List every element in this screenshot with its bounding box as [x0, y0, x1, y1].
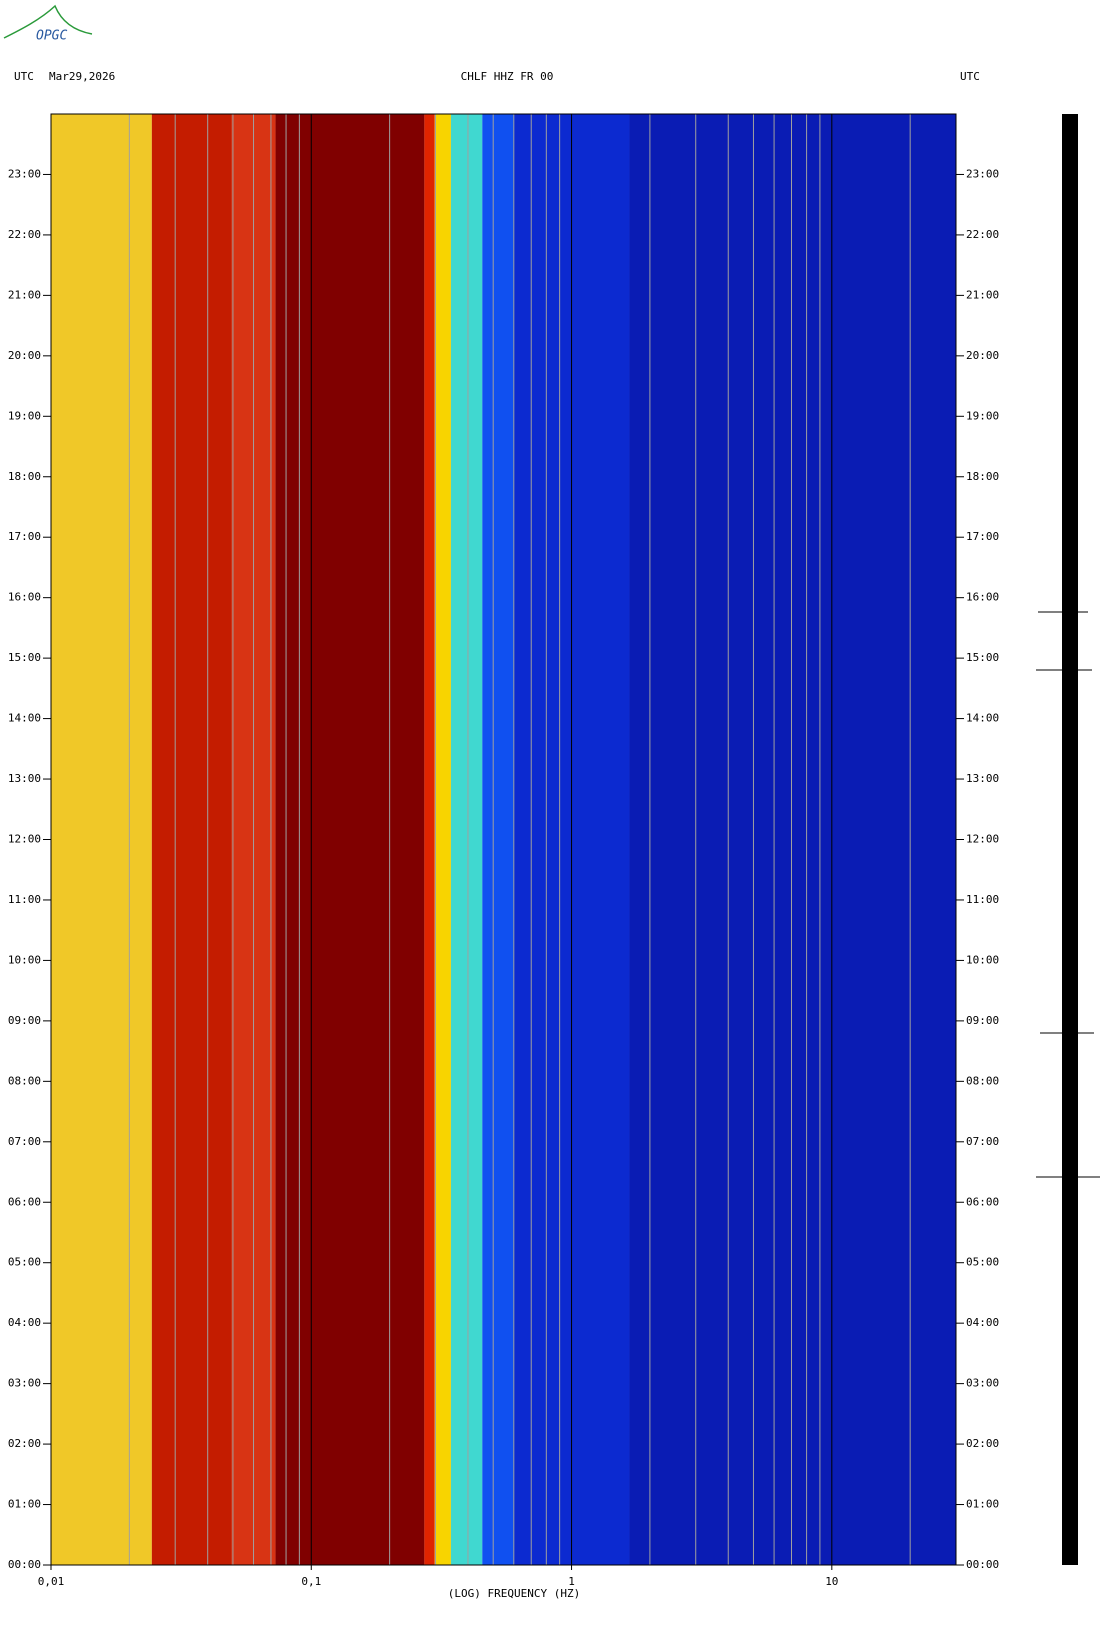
y-tick-label: 13:00: [8, 772, 41, 785]
x-axis-label: (LOG) FREQUENCY (HZ): [448, 1587, 580, 1600]
y-tick-label: 02:00: [966, 1437, 999, 1450]
y-tick-label: 18:00: [8, 470, 41, 483]
y-tick-label: 00:00: [8, 1558, 41, 1571]
spectrum-band: [51, 114, 152, 1565]
y-tick-label: 12:00: [8, 833, 41, 846]
y-tick-label: 09:00: [8, 1014, 41, 1027]
spectrum-band: [151, 114, 232, 1565]
y-tick-label: 16:00: [8, 591, 41, 604]
y-tick-label: 09:00: [966, 1014, 999, 1027]
logo-curve: [3, 4, 93, 39]
y-tick-label: 15:00: [966, 651, 999, 664]
y-tick-label: 19:00: [966, 409, 999, 422]
spectrum-band: [434, 114, 451, 1565]
spectrum-band: [450, 114, 483, 1565]
seismogram-trace: [1062, 114, 1078, 1565]
y-tick-label: 16:00: [966, 591, 999, 604]
y-tick-label: 08:00: [8, 1074, 41, 1087]
y-tick-label: 00:00: [966, 1558, 999, 1571]
y-tick-label: 15:00: [8, 651, 41, 664]
y-tick-label: 03:00: [8, 1377, 41, 1390]
plot-frame: [50, 113, 957, 1566]
y-tick-label: 12:00: [966, 833, 999, 846]
y-tick-label: 03:00: [966, 1377, 999, 1390]
y-tick-label: 20:00: [8, 349, 41, 362]
y-tick-label: 04:00: [8, 1316, 41, 1329]
spectrum-band: [629, 114, 956, 1565]
y-tick-label: 04:00: [966, 1316, 999, 1329]
y-tick-label: 23:00: [8, 167, 41, 180]
y-tick-label: 06:00: [966, 1195, 999, 1208]
y-tick-label: 02:00: [8, 1437, 41, 1450]
y-tick-label: 22:00: [8, 228, 41, 241]
y-tick-label: 17:00: [966, 530, 999, 543]
y-tick-label: 17:00: [8, 530, 41, 543]
time-zone: UTC: [960, 70, 980, 83]
spectrum-band: [424, 114, 435, 1565]
spectrum-band: [482, 114, 514, 1565]
y-tick-label: 01:00: [966, 1498, 999, 1511]
y-tick-label: 05:00: [966, 1256, 999, 1269]
y-tick-label: 10:00: [8, 953, 41, 966]
y-tick-label: 21:00: [966, 288, 999, 301]
y-tick-label: 14:00: [966, 712, 999, 725]
y-tick-label: 11:00: [966, 893, 999, 906]
y-tick-label: 23:00: [966, 167, 999, 180]
y-tick-label: 07:00: [8, 1135, 41, 1148]
chart-title: CHLF HHZ FR 00: [461, 70, 554, 83]
y-tick-label: 06:00: [8, 1195, 41, 1208]
logo: OPGC: [36, 29, 67, 44]
x-tick-label: 1: [568, 1575, 575, 1588]
y-tick-label: 21:00: [8, 288, 41, 301]
spectrum-band: [275, 114, 425, 1565]
y-tick-label: 14:00: [8, 712, 41, 725]
x-tick-label: 0,1: [301, 1575, 321, 1588]
y-tick-label: 08:00: [966, 1074, 999, 1087]
y-tick-label: 05:00: [8, 1256, 41, 1269]
date: Mar29,2026: [49, 70, 115, 83]
y-tick-label: 13:00: [966, 772, 999, 785]
y-tick-label: 10:00: [966, 953, 999, 966]
x-tick-label: 10: [825, 1575, 838, 1588]
y-tick-label: 20:00: [966, 349, 999, 362]
y-tick-label: 11:00: [8, 893, 41, 906]
x-tick-label: 0,01: [38, 1575, 65, 1588]
y-tick-label: 01:00: [8, 1498, 41, 1511]
y-tick-label: 22:00: [966, 228, 999, 241]
y-tick-label: 18:00: [966, 470, 999, 483]
time-zone: UTC: [14, 70, 34, 83]
y-tick-label: 07:00: [966, 1135, 999, 1148]
y-tick-label: 19:00: [8, 409, 41, 422]
